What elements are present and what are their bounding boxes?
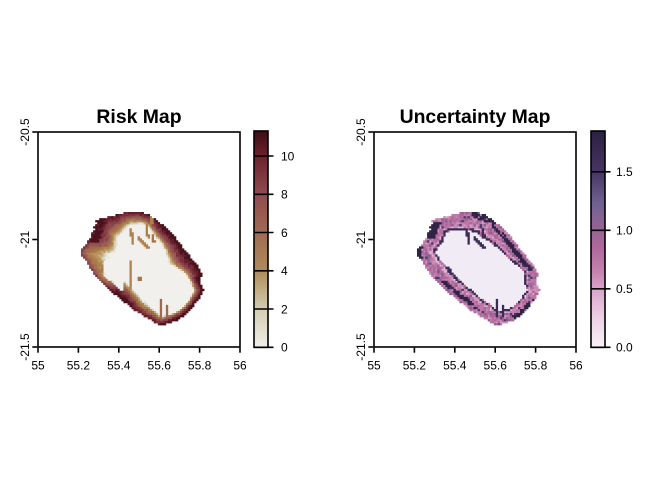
svg-text:0: 0 [281, 341, 288, 355]
svg-text:55: 55 [367, 359, 381, 373]
svg-text:8: 8 [281, 188, 288, 202]
svg-text:55.6: 55.6 [484, 359, 508, 373]
svg-text:55.4: 55.4 [443, 359, 467, 373]
svg-text:1.0: 1.0 [616, 224, 633, 238]
svg-text:-21.5: -21.5 [18, 333, 32, 361]
svg-text:0.0: 0.0 [616, 341, 633, 355]
svg-text:1.5: 1.5 [616, 165, 633, 179]
svg-text:Risk Map: Risk Map [96, 106, 181, 128]
svg-text:55.8: 55.8 [524, 359, 548, 373]
svg-text:55.2: 55.2 [403, 359, 427, 373]
svg-text:-21.5: -21.5 [354, 333, 368, 361]
svg-text:55.2: 55.2 [67, 359, 91, 373]
svg-text:6: 6 [281, 226, 288, 240]
svg-text:4: 4 [281, 264, 288, 278]
svg-text:-21: -21 [354, 231, 368, 249]
svg-text:0.5: 0.5 [616, 282, 633, 296]
svg-text:56: 56 [569, 359, 583, 373]
svg-text:-21: -21 [18, 231, 32, 249]
svg-text:56: 56 [233, 359, 247, 373]
svg-text:-20.5: -20.5 [18, 118, 32, 146]
svg-text:55: 55 [31, 359, 45, 373]
svg-text:55.8: 55.8 [188, 359, 212, 373]
svg-text:55.4: 55.4 [107, 359, 131, 373]
svg-text:55.6: 55.6 [148, 359, 172, 373]
svg-text:2: 2 [281, 302, 288, 316]
svg-text:10: 10 [281, 149, 295, 163]
svg-text:Uncertainty Map: Uncertainty Map [400, 106, 551, 128]
svg-text:-20.5: -20.5 [354, 118, 368, 146]
